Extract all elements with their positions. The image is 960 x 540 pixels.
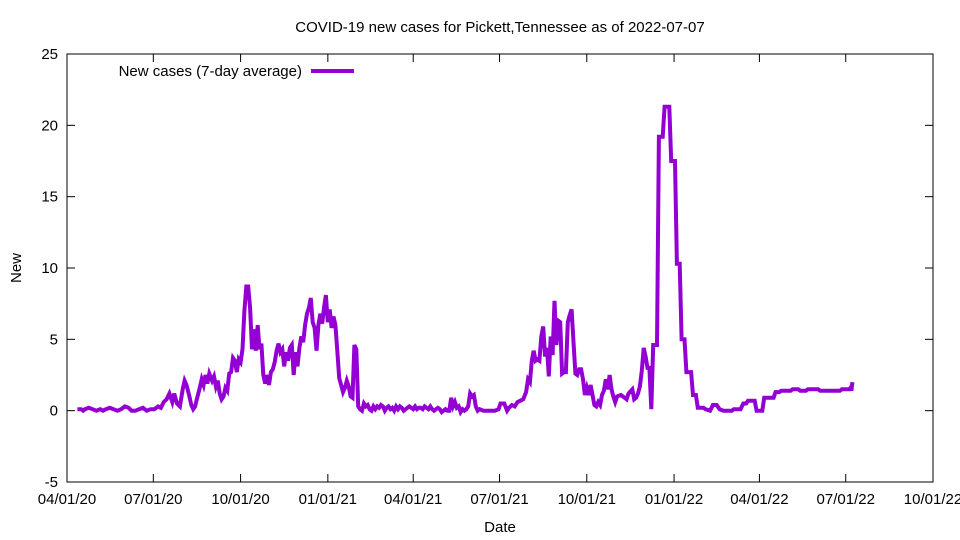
y-tick-label: 5 (50, 331, 58, 348)
legend-label: New cases (7-day average) (119, 63, 302, 80)
x-tick-label: 07/01/22 (817, 491, 875, 508)
x-axis-label: Date (484, 519, 516, 536)
x-tick-label: 07/01/21 (470, 491, 528, 508)
y-tick-label: 15 (41, 189, 58, 206)
y-axis-label: New (8, 253, 25, 283)
legend: New cases (7-day average) (119, 63, 354, 80)
x-tick-label: 07/01/20 (124, 491, 182, 508)
y-tick-label: 25 (41, 46, 58, 63)
x-tick-label: 04/01/21 (384, 491, 442, 508)
x-tick-label: 01/01/21 (299, 491, 357, 508)
y-tick-label: 10 (41, 260, 58, 277)
x-tick-label: 10/01/21 (558, 491, 616, 508)
x-tick-label: 04/01/20 (38, 491, 96, 508)
series-line (77, 104, 855, 417)
chart-title: COVID-19 new cases for Pickett,Tennessee… (295, 19, 704, 36)
axis-ticks: -5 0 5 10 15 20 25 04/01/20 07/01/20 10/01/20 01/0… (38, 46, 960, 508)
plot-frame (66, 53, 934, 483)
x-tick-label: 10/01/20 (211, 491, 269, 508)
x-tick-label: 04/01/22 (730, 491, 788, 508)
y-tick-label: -5 (45, 474, 58, 491)
y-tick-label: 20 (41, 117, 58, 134)
y-tick-label: 0 (50, 403, 58, 420)
plot-area (77, 104, 855, 417)
x-tick-label: 10/01/22 (904, 491, 960, 508)
x-tick-label: 01/01/22 (645, 491, 703, 508)
